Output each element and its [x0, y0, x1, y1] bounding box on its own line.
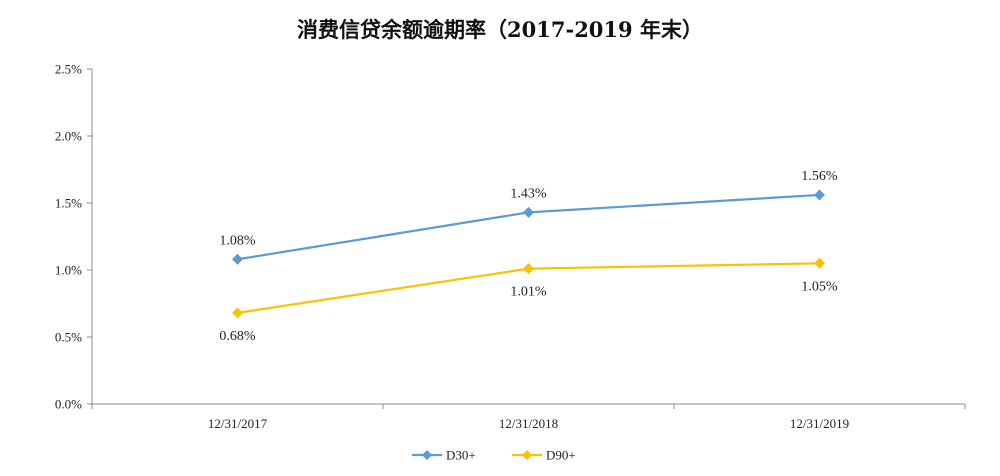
data-labels: 1.08% 1.43% 1.56% 0.68% 1.01% 1.05%	[219, 169, 838, 344]
data-label: 1.01%	[510, 285, 547, 300]
legend-marker	[422, 450, 432, 460]
y-tick-label: 1.5%	[55, 196, 82, 211]
data-point	[814, 257, 825, 269]
data-label: 1.43%	[510, 186, 547, 201]
series-line-d30	[237, 193, 820, 261]
chart-title: 消费信贷余额逾期率（2017-2019 年末）	[297, 17, 703, 42]
x-tick-label: 12/31/2019	[790, 416, 849, 431]
axes: 0.0% 0.5% 1.0% 1.5% 2.0% 2.5% 12/31/2017 12/31/…	[55, 62, 966, 431]
y-tick-label: 0.5%	[55, 330, 82, 345]
data-label: 1.08%	[219, 233, 256, 248]
legend: D30+ D90+	[412, 448, 576, 463]
data-point	[523, 206, 534, 218]
legend-marker	[522, 450, 532, 460]
x-tick-label: 12/31/2018	[499, 416, 558, 431]
legend-label: D30+	[446, 448, 476, 463]
data-label: 1.05%	[801, 279, 838, 294]
series-layer	[232, 189, 825, 319]
x-tick-label: 12/31/2017	[208, 416, 268, 431]
data-point	[232, 253, 243, 265]
data-label: 0.68%	[219, 329, 256, 344]
y-tick-label: 2.0%	[55, 129, 82, 144]
data-point	[814, 189, 825, 201]
legend-label: D90+	[546, 448, 576, 463]
data-point	[523, 263, 534, 275]
data-label: 1.56%	[801, 169, 838, 184]
y-tick-label: 0.0%	[55, 397, 82, 412]
data-point	[232, 307, 243, 319]
y-tick-label: 1.0%	[55, 263, 82, 278]
y-tick-label: 2.5%	[55, 62, 82, 77]
